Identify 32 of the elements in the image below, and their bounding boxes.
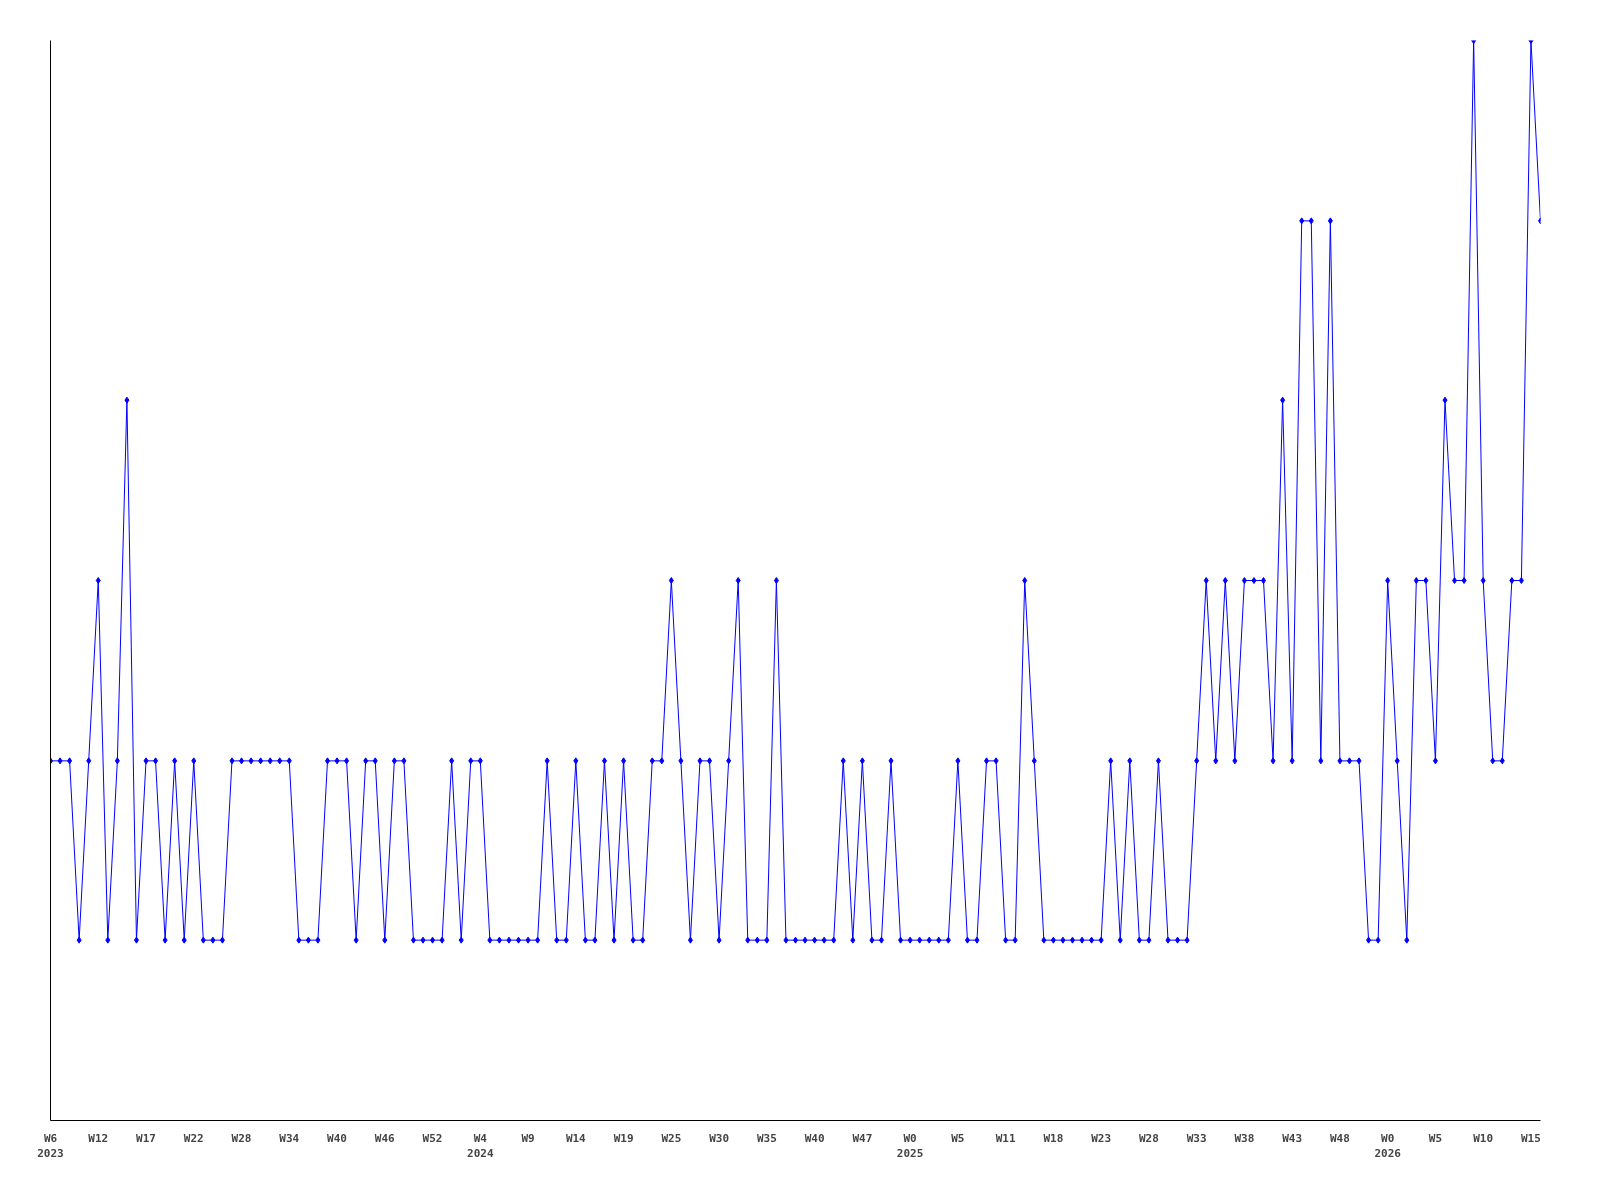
x-tick-label: W46 [374,1131,396,1145]
x-tick-label: W43 [1282,1131,1303,1145]
x-tick-label: W9 [521,1131,535,1145]
x-tick-label: W0 2025 [896,1131,924,1161]
x-tick-label: W23 [1091,1131,1112,1145]
x-tick-label: W12 [88,1131,109,1145]
x-tick-label: W11 [995,1131,1016,1145]
x-tick-label: W17 [136,1131,156,1145]
x-tick-label: W22 [183,1131,204,1145]
x-tick-label: W14 [565,1131,587,1145]
x-tick-label: W10 [1473,1131,1494,1145]
x-tick-label: W28 [1138,1131,1159,1145]
x-tick-label: W40 [327,1131,347,1145]
x-tick-label: W30 [709,1131,730,1145]
x-tick-label: W6 2023 [37,1131,64,1161]
x-tick-label: W40 [804,1131,825,1145]
x-tick-label: W28 [231,1131,252,1145]
x-tick-label: W47 [852,1131,873,1145]
x-tick-label: W5 [1428,1131,1443,1145]
x-tick-label: W48 [1329,1131,1350,1145]
x-tick-label: W18 [1043,1131,1064,1145]
x-tick-label: W38 [1234,1131,1255,1145]
x-tick-label: W0 2026 [1374,1131,1402,1161]
x-tick-label: W5 [951,1131,965,1145]
x-tick-label: W15 [1521,1131,1541,1145]
x-tick-label: W33 [1186,1131,1207,1145]
x-tick-label: W19 [613,1131,634,1145]
x-tick-label: W25 [661,1131,682,1145]
x-tick-label: W34 [279,1131,300,1145]
x-tick-label: W52 [422,1131,443,1145]
x-tick-label: W35 [756,1131,777,1145]
x-tick-label: W4 2024 [467,1131,494,1161]
